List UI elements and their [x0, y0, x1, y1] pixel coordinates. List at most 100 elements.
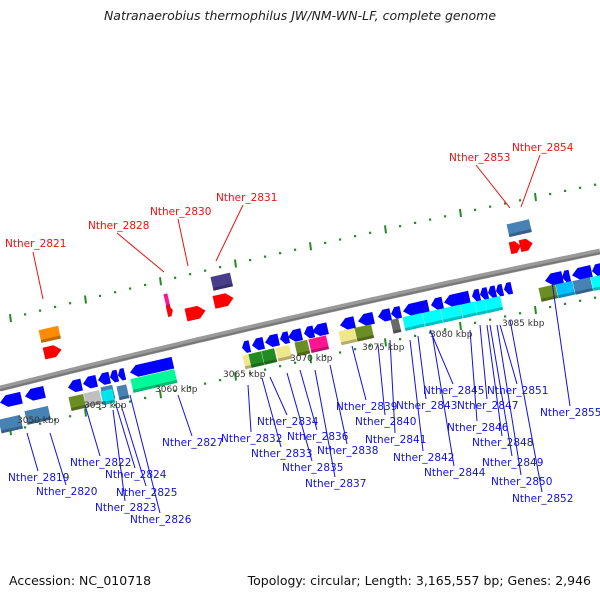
gene-label-forward: Nther_2821: [5, 238, 66, 250]
reverse-arrow: [25, 386, 46, 401]
gene-shade: [392, 328, 402, 334]
backbone-shadow: [0, 252, 600, 392]
gene-body: [242, 354, 252, 370]
leader-line-forward: [177, 218, 189, 267]
gene-arrow-reverse: [242, 340, 252, 353]
gene-shade: [296, 350, 311, 357]
gene-arrow-reverse: [431, 296, 445, 310]
gene-body: [506, 219, 532, 238]
gene-arrow-reverse: [110, 369, 120, 383]
gene-label-reverse: Nther_2849: [482, 457, 543, 469]
gene-shade: [424, 319, 444, 327]
reverse-arrow: [592, 263, 600, 277]
gene-label-reverse: Nther_2851: [487, 385, 548, 397]
gene-label-reverse: Nther_2846: [447, 422, 509, 434]
leader-line-reverse: [247, 384, 252, 433]
gene-body: [338, 328, 358, 346]
major-tick: [459, 208, 462, 218]
major-tick: [9, 313, 12, 323]
ruler-label: 3070 kbp: [290, 354, 333, 364]
reverse-arrow: [431, 296, 445, 310]
ruler-label: 3050 kbp: [17, 416, 60, 426]
gene-arrow-reverse: [496, 283, 505, 297]
gene-box-reverse: [484, 296, 504, 314]
gene-box-reverse: [440, 304, 464, 323]
gene-shade: [574, 287, 594, 295]
gene-arrow-reverse: [572, 265, 593, 280]
gene-label-reverse: Nther_2835: [282, 462, 343, 474]
reverse-arrow: [562, 269, 572, 283]
ruler-labels: 3050 kbp 3055 kbp 3060 kbp 3065 kbp 3070 kbp…: [17, 319, 545, 426]
gene-label-reverse: Nther_2824: [105, 469, 167, 481]
gene-shade: [250, 362, 265, 368]
minor-tick: [189, 386, 192, 389]
minor-tick: [504, 202, 507, 205]
minor-tick: [339, 351, 342, 354]
gene-body: [402, 312, 426, 332]
accession-text: Accession: NC_010718: [9, 573, 152, 588]
gene-box-reverse: [390, 318, 402, 334]
minor-tick: [174, 276, 177, 279]
gene-box-nther-2821: [38, 325, 61, 343]
minor-tick: [99, 294, 102, 297]
leader-line-reverse: [49, 432, 67, 486]
gene-shade: [212, 283, 234, 291]
gene-label-reverse: Nther_2837: [305, 478, 366, 490]
gene-label-reverse: Nther_2847: [457, 400, 518, 412]
leader-line-reverse: [112, 409, 126, 502]
gene-label-reverse: Nther_2841: [365, 434, 426, 446]
gene-arrow-nther-2821-cds: [42, 345, 62, 360]
minor-tick: [414, 221, 417, 224]
gene-shade: [85, 400, 103, 408]
minor-tick: [264, 255, 267, 258]
gene-shade: [476, 310, 488, 316]
reverse-arrow: [110, 369, 120, 383]
minor-tick: [294, 248, 297, 251]
backbone-line: [0, 248, 600, 392]
leader-line-reverse: [377, 344, 386, 416]
leader-line-reverse: [409, 339, 424, 452]
gene-shade: [404, 323, 426, 332]
reverse-arrow: [358, 311, 375, 326]
minor-tick: [54, 305, 57, 309]
forward-arrow: [508, 241, 521, 255]
reverse-arrow: [488, 285, 498, 299]
major-tick: [234, 372, 237, 381]
gene-body: [440, 304, 464, 323]
major-tick: [309, 355, 312, 364]
gene-arrow-reverse: [25, 386, 46, 401]
gene-label-reverse: Nther_2852: [512, 493, 573, 505]
gene-box-reverse: [460, 301, 478, 319]
minor-tick: [354, 348, 357, 351]
gene-label-forward: Nther_2830: [150, 206, 211, 218]
minor-tick: [189, 273, 192, 276]
gene-label-forward: Nther_2854: [512, 142, 574, 154]
gene-arrow-reverse: [83, 374, 98, 389]
forward-arrow: [184, 305, 206, 322]
gene-body: [248, 351, 265, 368]
reverse-arrow: [403, 299, 430, 316]
gene-box-reverse: [354, 324, 375, 342]
forward-arrow: [212, 293, 234, 309]
gene-shade: [132, 379, 178, 393]
major-tick: [84, 408, 87, 417]
minor-tick: [369, 231, 372, 234]
ruler-label: 3075 kbp: [362, 343, 405, 353]
leader-line-reverse: [26, 432, 39, 472]
gene-shade: [592, 285, 600, 292]
gene-shade: [244, 364, 252, 370]
gene-arrow-nther-2854: [518, 238, 533, 253]
minor-tick: [129, 287, 132, 290]
major-tick: [159, 277, 162, 286]
gene-shade: [277, 355, 293, 362]
gene-label-reverse: Nther_2845: [423, 385, 484, 397]
gene-arrow-reverse: [488, 285, 498, 299]
reverse-arrow: [572, 265, 593, 280]
gene-box-reverse: [100, 388, 116, 406]
gene-label-forward: Nther_2853: [449, 152, 510, 164]
reverse-arrow: [480, 287, 490, 300]
major-tick: [309, 242, 312, 251]
gene-shade: [356, 334, 375, 342]
gene-box-reverse: [242, 354, 252, 370]
major-tick: [534, 305, 537, 315]
